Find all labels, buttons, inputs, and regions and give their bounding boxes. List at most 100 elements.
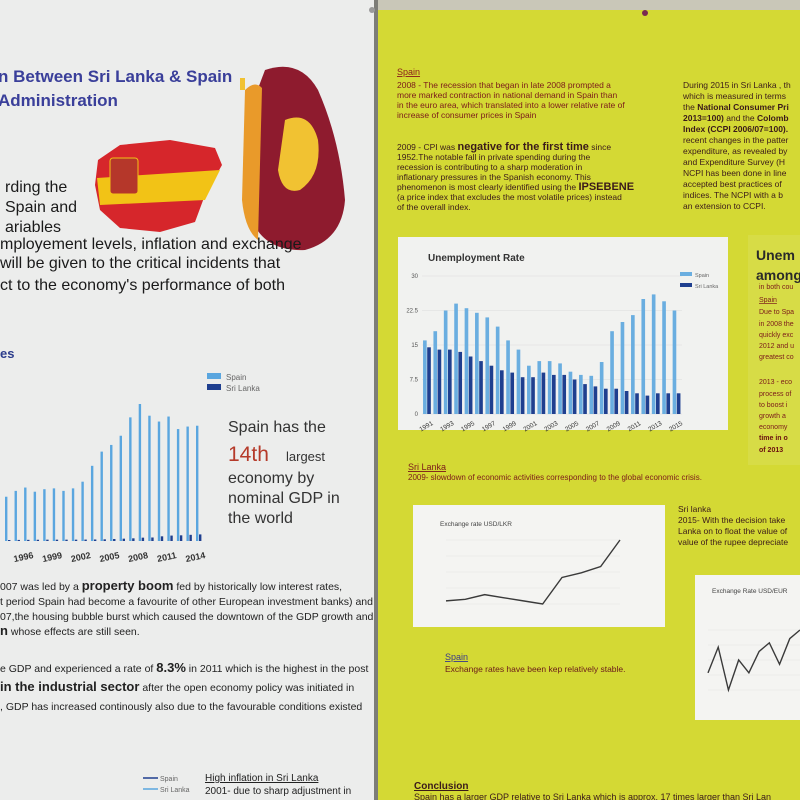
bar — [167, 416, 170, 541]
strong-run: Index (CCPI 2006/07=100). — [683, 124, 788, 134]
bar — [610, 331, 614, 414]
bar — [27, 539, 30, 541]
legend-swatch — [207, 384, 221, 390]
bar — [537, 361, 542, 414]
bar — [423, 340, 427, 414]
bar — [458, 351, 463, 414]
text-run: an extension to CCPI. — [683, 201, 766, 211]
paragraph-line: 07,the housing bubble burst which caused… — [0, 611, 374, 623]
bar — [90, 465, 94, 541]
paragraph-line: t period Spain had become a favourite of… — [0, 596, 373, 608]
bar — [599, 362, 604, 414]
bar — [454, 303, 458, 414]
text-line: the National Consumer Pri — [683, 102, 789, 112]
bar — [62, 490, 65, 541]
text-run: whose effects are still seen. — [8, 626, 140, 638]
text-line: Spain has a larger GDP relative to Sri L… — [414, 792, 771, 800]
bar — [437, 349, 442, 414]
strong-run: negative for the first time — [457, 141, 588, 153]
text-line: recession is contributing to a sharp mod… — [397, 162, 582, 172]
bar — [151, 537, 154, 541]
bar — [443, 310, 448, 414]
bar — [141, 537, 145, 541]
bar — [579, 374, 583, 414]
text-run: after the open economy policy was initia… — [139, 682, 354, 694]
bar — [186, 426, 189, 541]
side-line: economy — [759, 424, 788, 431]
callout: the world — [228, 510, 293, 527]
bar — [547, 361, 552, 414]
side-box — [748, 235, 800, 465]
side-heading: among — [756, 267, 800, 283]
title: Administration — [0, 91, 118, 110]
callout-rank: 14th — [228, 443, 269, 466]
bar — [676, 393, 681, 414]
legend-label: Sri Lanka — [695, 284, 719, 290]
text-line: phenomenon is most clearly identified us… — [397, 181, 634, 193]
bar — [100, 451, 103, 541]
text-line: Sri lanka — [678, 504, 711, 514]
bar — [656, 393, 660, 414]
text-line: of the overall index. — [397, 202, 471, 212]
bar — [479, 361, 483, 414]
bar — [129, 417, 132, 541]
strong-run: IPSEBENE — [578, 181, 634, 193]
legend-label: Sri Lanka — [160, 787, 190, 794]
text-line: an extension to CCPI. — [683, 201, 766, 211]
bar — [558, 363, 562, 414]
bar — [14, 490, 17, 541]
bar — [448, 349, 452, 414]
y-tick-label: 22.5 — [406, 309, 418, 315]
text-run: accepted best practices of — [683, 179, 782, 189]
text-line: indices. The NCPI with a b — [683, 190, 783, 200]
strong-run: 2013=100) — [683, 113, 724, 123]
chart-title: Exchange Rate USD/EUR — [712, 588, 788, 595]
paragraph-line: 007 was led by a property boom fed by hi… — [0, 578, 342, 593]
text-run: 2009 - CPI was — [397, 142, 457, 152]
bar — [572, 379, 577, 414]
legend-swatch — [207, 373, 221, 379]
coat-of-arms — [109, 157, 139, 195]
side-line: 2012 and u — [759, 343, 794, 350]
bar — [516, 349, 521, 414]
bar — [8, 539, 11, 541]
text-run: 007 was led by a — [0, 581, 82, 593]
text-line: which is measured in terms — [682, 91, 786, 101]
text-run: t period Spain had become a favourite of… — [0, 596, 373, 608]
text-line: inflationary pressures in the Spanish ec… — [397, 172, 591, 182]
y-tick-label: 30 — [411, 274, 418, 280]
text-line: NCPI has been done in line — [683, 168, 787, 178]
bar — [119, 435, 122, 541]
bar — [138, 404, 142, 541]
inflation-heading: High inflation in Sri Lanka — [205, 773, 319, 784]
bar — [568, 371, 573, 414]
bar — [662, 301, 666, 414]
text-line: expenditure, as revealed by — [683, 146, 788, 156]
y-tick-label: 7.5 — [410, 378, 419, 384]
text-line: 2008 - The recession that began in late … — [397, 80, 611, 90]
side-line: Spain — [759, 297, 777, 304]
text-line: in the euro area, which translated into … — [397, 100, 625, 110]
text-run: which is measured in terms — [682, 91, 786, 101]
x-tick-label: 2005 — [99, 550, 121, 564]
intro-line: mployement levels, inflation and exchang… — [0, 236, 302, 253]
bar — [620, 322, 625, 414]
callout: Spain has the — [228, 419, 326, 436]
bar — [635, 393, 639, 414]
text-run: indices. The NCPI with a b — [683, 190, 783, 200]
bar — [17, 539, 20, 541]
text-line: value of the rupee depreciate — [678, 537, 788, 547]
lion — [278, 117, 319, 191]
heading: Spain — [397, 67, 420, 77]
bar — [110, 444, 113, 541]
paragraph-line: in the industrial sector after the open … — [0, 679, 354, 694]
side-line: 2013 - eco — [759, 379, 792, 386]
strong-run: in the industrial sector — [0, 679, 139, 694]
x-tick-label: 1996 — [13, 550, 35, 564]
heading: Sri Lanka — [408, 462, 446, 472]
bar — [468, 356, 473, 414]
bar — [65, 539, 68, 541]
sri-lanka-stripe — [242, 84, 262, 240]
bar — [170, 535, 173, 541]
line — [707, 629, 800, 693]
